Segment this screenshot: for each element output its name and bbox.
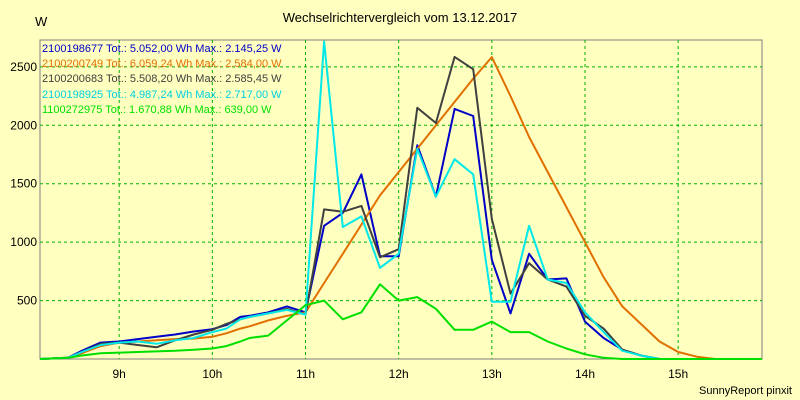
x-tick-label: 15h (668, 367, 688, 381)
legend-entry-2100200749: 2100200749 Tot.: 6.059,24 Wh Max.: 2.584… (42, 58, 282, 71)
x-tick-label: 13h (482, 367, 502, 381)
series-line-2100200749 (39, 56, 762, 360)
y-tick-label: 1500 (10, 177, 37, 191)
legend-entry-2100200683: 2100200683 Tot.: 5.508,20 Wh Max.: 2.585… (42, 73, 282, 86)
y-tick-label: 1000 (10, 235, 37, 249)
x-tick-label: 9h (113, 367, 126, 381)
series-line-1100272975 (39, 283, 762, 360)
y-tick-label: 500 (17, 294, 37, 308)
y-axis-unit-label: W (35, 14, 48, 29)
plot-area-frame (39, 39, 763, 360)
chart-footer: SunnyReport pinxit (699, 385, 792, 397)
x-tick-label: 11h (296, 367, 315, 381)
chart-legend: 2100198677 Tot.: 5.052,00 Wh Max.: 2.145… (42, 42, 282, 118)
x-tick-label: 14h (575, 367, 595, 381)
y-tick-label: 2500 (10, 60, 37, 74)
legend-entry-2100198925: 2100198925 Tot.: 4.987,24 Wh Max.: 2.717… (42, 88, 282, 101)
legend-entry-1100272975: 1100272975 Tot.: 1.670,88 Wh Max.: 639,0… (42, 103, 272, 116)
y-tick-label: 2000 (10, 118, 37, 132)
series-line-2100198925 (39, 40, 762, 360)
legend-entry-2100198677: 2100198677 Tot.: 5.052,00 Wh Max.: 2.145… (42, 43, 282, 55)
x-tick-label: 12h (389, 367, 409, 381)
chart-title: Wechselrichtervergleich vom 13.12.2017 (282, 10, 518, 25)
x-tick-label: 10h (202, 367, 222, 381)
